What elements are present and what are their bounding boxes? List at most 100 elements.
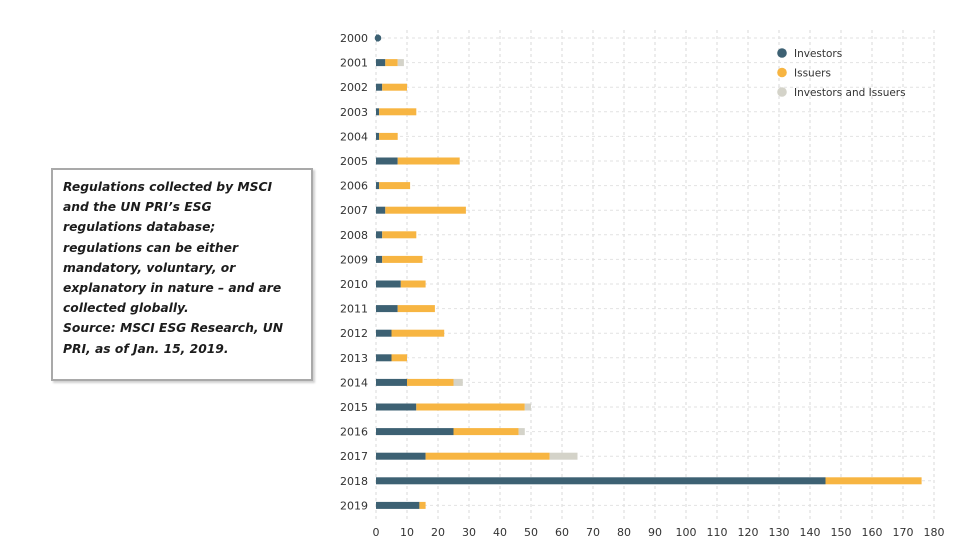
bar-segment: [376, 501, 420, 509]
bar-segment: [376, 452, 426, 460]
bar-segment: [376, 206, 386, 214]
bar-segment: [518, 428, 525, 436]
note-line: regulations database;: [63, 220, 216, 235]
legend-marker: [777, 67, 787, 78]
bar-segment: [385, 206, 466, 214]
bar-segment: [376, 83, 383, 91]
y-tick-label: 2003: [340, 106, 368, 119]
bar-segment: [397, 59, 404, 67]
x-tick-label: 130: [769, 526, 790, 539]
bar-segment: [379, 132, 398, 140]
bar-segment: [825, 477, 922, 485]
x-tick-label: 170: [893, 526, 914, 539]
bar-segment: [391, 354, 407, 362]
x-tick-label: 90: [648, 526, 662, 539]
bar-segment: [376, 280, 401, 288]
y-tick-label: 2017: [340, 450, 368, 463]
x-tick-label: 50: [524, 526, 538, 539]
y-tick-label: 2014: [340, 376, 368, 389]
y-tick-label: 2012: [340, 327, 368, 340]
bar-segment: [376, 329, 392, 337]
y-tick-label: 2010: [340, 278, 368, 291]
y-tick-label: 2016: [340, 426, 368, 439]
x-tick-label: 60: [555, 526, 569, 539]
y-tick-label: 2002: [340, 81, 368, 94]
bar-segment: [419, 501, 426, 509]
x-tick-label: 150: [831, 526, 852, 539]
bar-segment: [549, 452, 578, 460]
note-line: and the UN PRI’s ESG: [63, 200, 212, 215]
note-line: PRI, as of Jan. 15, 2019.: [63, 341, 229, 356]
y-tick-label: 2008: [340, 229, 368, 242]
note-line: regulations can be either: [63, 240, 239, 255]
note-line: explanatory in nature – and are: [63, 281, 282, 296]
bar-segment: [397, 305, 435, 313]
bar-segment: [391, 329, 445, 337]
x-tick-label: 180: [924, 526, 945, 539]
x-tick-label: 140: [800, 526, 821, 539]
x-tick-label: 0: [373, 526, 380, 539]
note-line: Source: MSCI ESG Research, UN: [63, 321, 284, 336]
bar-segment: [416, 403, 525, 411]
legend-label: Issuers: [794, 68, 831, 80]
x-tick-label: 80: [617, 526, 631, 539]
y-tick-label: 2019: [340, 499, 368, 512]
bar-segment: [376, 354, 392, 362]
bar-segment: [400, 280, 426, 288]
bar-segment: [376, 477, 826, 485]
bar-segment: [425, 452, 550, 460]
note-line: Regulations collected by MSCI: [63, 180, 273, 194]
bar-segment: [376, 378, 407, 386]
bar-segment: [376, 231, 383, 239]
bar-segment: [376, 182, 380, 190]
y-tick-label: 2013: [340, 352, 368, 365]
bar-segment: [376, 305, 398, 313]
legend-label: Investors and Issuers: [794, 87, 906, 99]
legend-marker: [777, 87, 787, 97]
y-tick-label: 2007: [340, 204, 368, 217]
x-tick-label: 40: [493, 526, 507, 539]
note-line: collected globally.: [63, 301, 189, 316]
bar-segment: [376, 403, 417, 411]
y-tick-label: 2006: [340, 180, 368, 193]
legend-label: Investors: [794, 48, 842, 60]
bar-segment: [376, 132, 380, 140]
x-tick-label: 100: [676, 526, 697, 539]
bar-segment: [453, 378, 463, 386]
x-tick-label: 120: [738, 526, 759, 539]
bar-segment: [397, 157, 460, 165]
x-tick-label: 70: [586, 526, 600, 539]
x-tick-label: 110: [707, 526, 728, 539]
bar-segment: [376, 59, 386, 67]
y-tick-label: 2009: [340, 253, 368, 266]
y-tick-label: 2004: [340, 130, 368, 143]
y-tick-label: 2018: [340, 475, 368, 488]
y-tick-label: 2011: [340, 303, 368, 316]
legend-marker: [777, 48, 787, 58]
bar-segment: [376, 255, 383, 263]
x-tick-label: 160: [862, 526, 883, 539]
y-tick-label: 2005: [340, 155, 368, 168]
bar-segment: [376, 108, 380, 116]
y-tick-label: 2015: [340, 401, 368, 414]
bar-point: [374, 34, 382, 42]
bar-segment: [453, 428, 519, 436]
bar-segment: [382, 83, 407, 91]
source-note-box: Regulations collected by MSCI and the UN…: [51, 168, 313, 381]
bar-segment: [385, 59, 398, 67]
y-tick-label: 2001: [340, 57, 368, 70]
bar-segment: [407, 378, 454, 386]
x-tick-label: 30: [462, 526, 476, 539]
x-tick-label: 10: [400, 526, 414, 539]
bar-segment: [524, 403, 531, 411]
bar-segment: [382, 255, 423, 263]
bar-segment: [382, 231, 417, 239]
bar-segment: [376, 428, 454, 436]
x-tick-label: 20: [431, 526, 445, 539]
bar-segment: [379, 182, 411, 190]
bar-segment: [379, 108, 417, 116]
y-tick-label: 2000: [340, 32, 368, 45]
bar-segment: [376, 157, 398, 165]
note-line: mandatory, voluntary, or: [63, 260, 236, 275]
